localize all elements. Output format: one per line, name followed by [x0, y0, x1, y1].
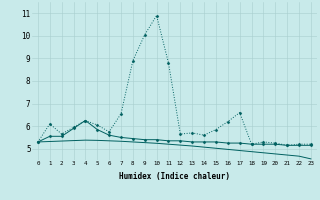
X-axis label: Humidex (Indice chaleur): Humidex (Indice chaleur)	[119, 172, 230, 181]
